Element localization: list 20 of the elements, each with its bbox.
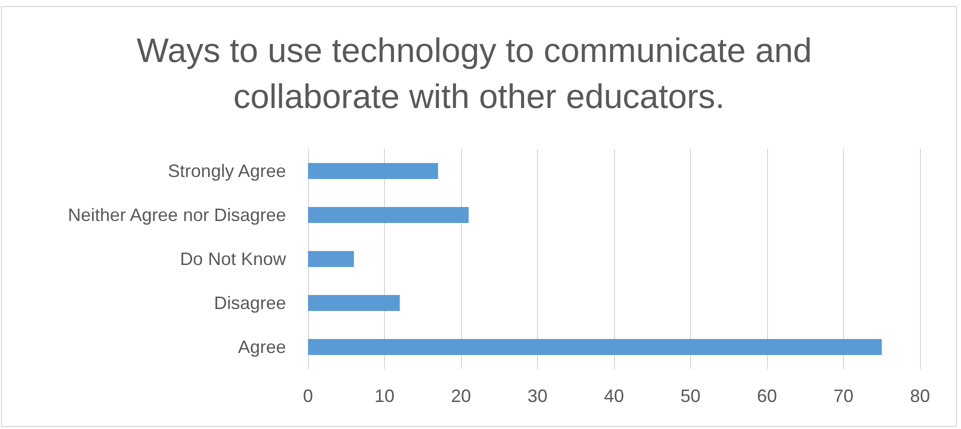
x-tick-label: 30 bbox=[527, 386, 548, 406]
y-tick-label: Do Not Know bbox=[180, 249, 287, 269]
y-tick-label: Neither Agree nor Disagree bbox=[68, 205, 286, 225]
chart-title: Ways to use technology to communicate and collaborate with other educators. bbox=[136, 32, 822, 116]
x-tick-label: 80 bbox=[910, 386, 930, 406]
bar bbox=[308, 339, 882, 355]
x-tick-label: 60 bbox=[756, 386, 778, 406]
x-tick-label: 20 bbox=[450, 386, 472, 406]
y-tick-label: Disagree bbox=[214, 293, 286, 313]
bar bbox=[308, 251, 354, 267]
y-tick-label: Agree bbox=[238, 337, 286, 357]
x-tick-label: 0 bbox=[302, 386, 314, 406]
x-tick-label: 50 bbox=[680, 386, 701, 406]
y-tick-label: Strongly Agree bbox=[168, 161, 286, 181]
bar bbox=[308, 163, 438, 179]
x-tick-label: 70 bbox=[833, 386, 854, 406]
bar bbox=[308, 207, 469, 223]
x-tick-label: 40 bbox=[604, 386, 624, 406]
bar bbox=[308, 295, 400, 311]
x-tick-label: 10 bbox=[374, 386, 395, 406]
